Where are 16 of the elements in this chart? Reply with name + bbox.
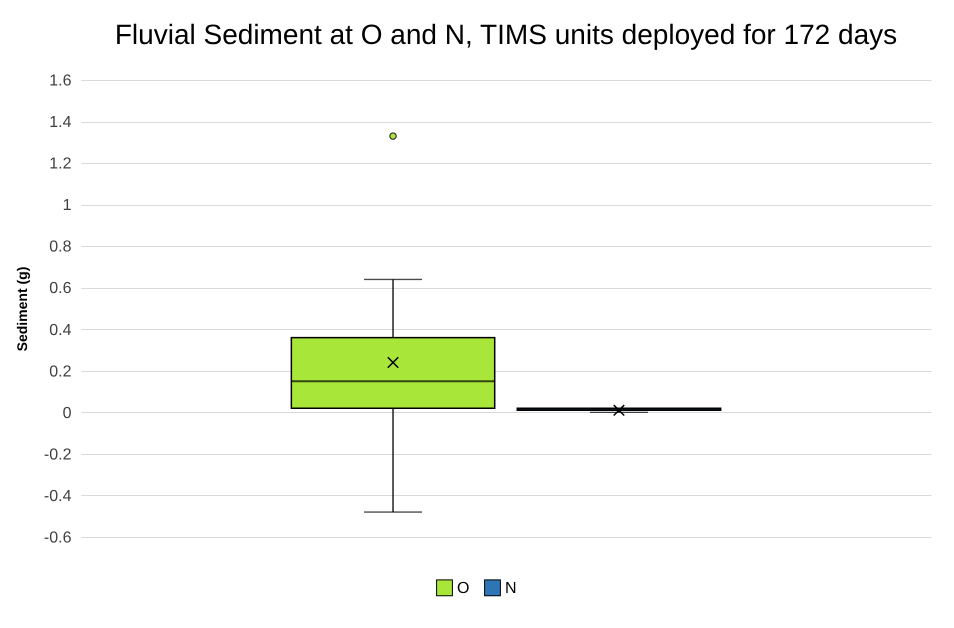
y-tick-label: 0.2 (49, 363, 72, 380)
y-tick-label: 1.2 (49, 156, 72, 173)
y-axis-title: Sediment (g) (14, 266, 30, 352)
y-tick-label: 1.6 (49, 72, 72, 90)
y-tick-label: 0.6 (49, 280, 72, 298)
legend-label: N (505, 580, 517, 597)
y-tick-label: 1.4 (49, 114, 72, 132)
y-tick-label: 1 (62, 197, 72, 214)
chart-title: Fluvial Sediment at O and N, TIMS units deployed for 172 days (114, 19, 898, 50)
y-tick-label: -0.4 (44, 488, 72, 505)
y-tick-label: -0.6 (44, 530, 72, 546)
y-tick-label: 0.4 (49, 322, 72, 339)
y-tick-label: -0.2 (44, 446, 72, 464)
legend-label: O (457, 580, 470, 597)
y-tick-label: 0.8 (49, 238, 72, 256)
y-tick-label: 0 (62, 404, 72, 422)
